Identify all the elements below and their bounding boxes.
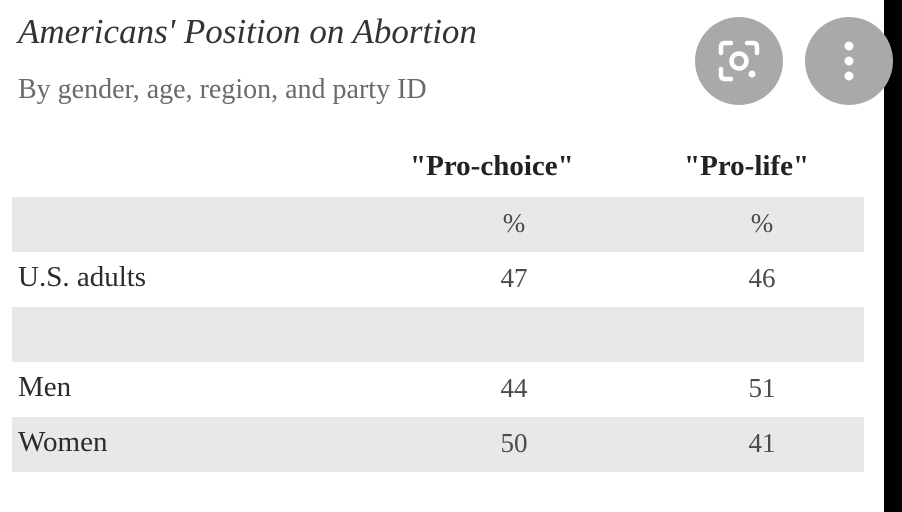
cell-pro-choice: 44 <box>500 373 528 403</box>
column-header-pro-choice: "Pro-choice" <box>410 150 574 182</box>
table-row-women: Women 50 41 <box>12 417 864 472</box>
row-label: U.S. adults <box>18 261 147 293</box>
google-lens-button[interactable] <box>695 17 783 105</box>
chart-title: Americans' Position on Abortion <box>18 12 477 51</box>
data-table: "Pro-choice" "Pro-life" % % U.S. adults … <box>12 142 864 472</box>
table-row-men: Men 44 51 <box>12 362 864 417</box>
table-header: "Pro-choice" "Pro-life" <box>12 142 864 197</box>
cell-pro-choice: 50 <box>500 428 528 458</box>
chart-subtitle: By gender, age, region, and party ID <box>18 74 427 105</box>
unit-row: % % <box>12 197 864 252</box>
cell-pro-choice: 47 <box>500 263 528 293</box>
google-lens-icon <box>718 40 760 82</box>
cell-pro-life: 46 <box>748 263 776 293</box>
column-header-pro-life: "Pro-life" <box>684 150 810 182</box>
unit-pro-choice: % <box>502 208 526 238</box>
more-vertical-icon <box>844 41 854 81</box>
cell-pro-life: 51 <box>748 373 776 403</box>
row-label: Women <box>18 426 108 458</box>
table-row-us-adults: U.S. adults 47 46 <box>12 252 864 307</box>
table-row-spacer <box>12 307 864 362</box>
cell-pro-life: 41 <box>748 428 776 458</box>
row-label: Men <box>18 371 72 403</box>
more-options-button[interactable] <box>805 17 893 105</box>
screen-edge-band <box>884 0 902 512</box>
unit-pro-life: % <box>750 208 774 238</box>
